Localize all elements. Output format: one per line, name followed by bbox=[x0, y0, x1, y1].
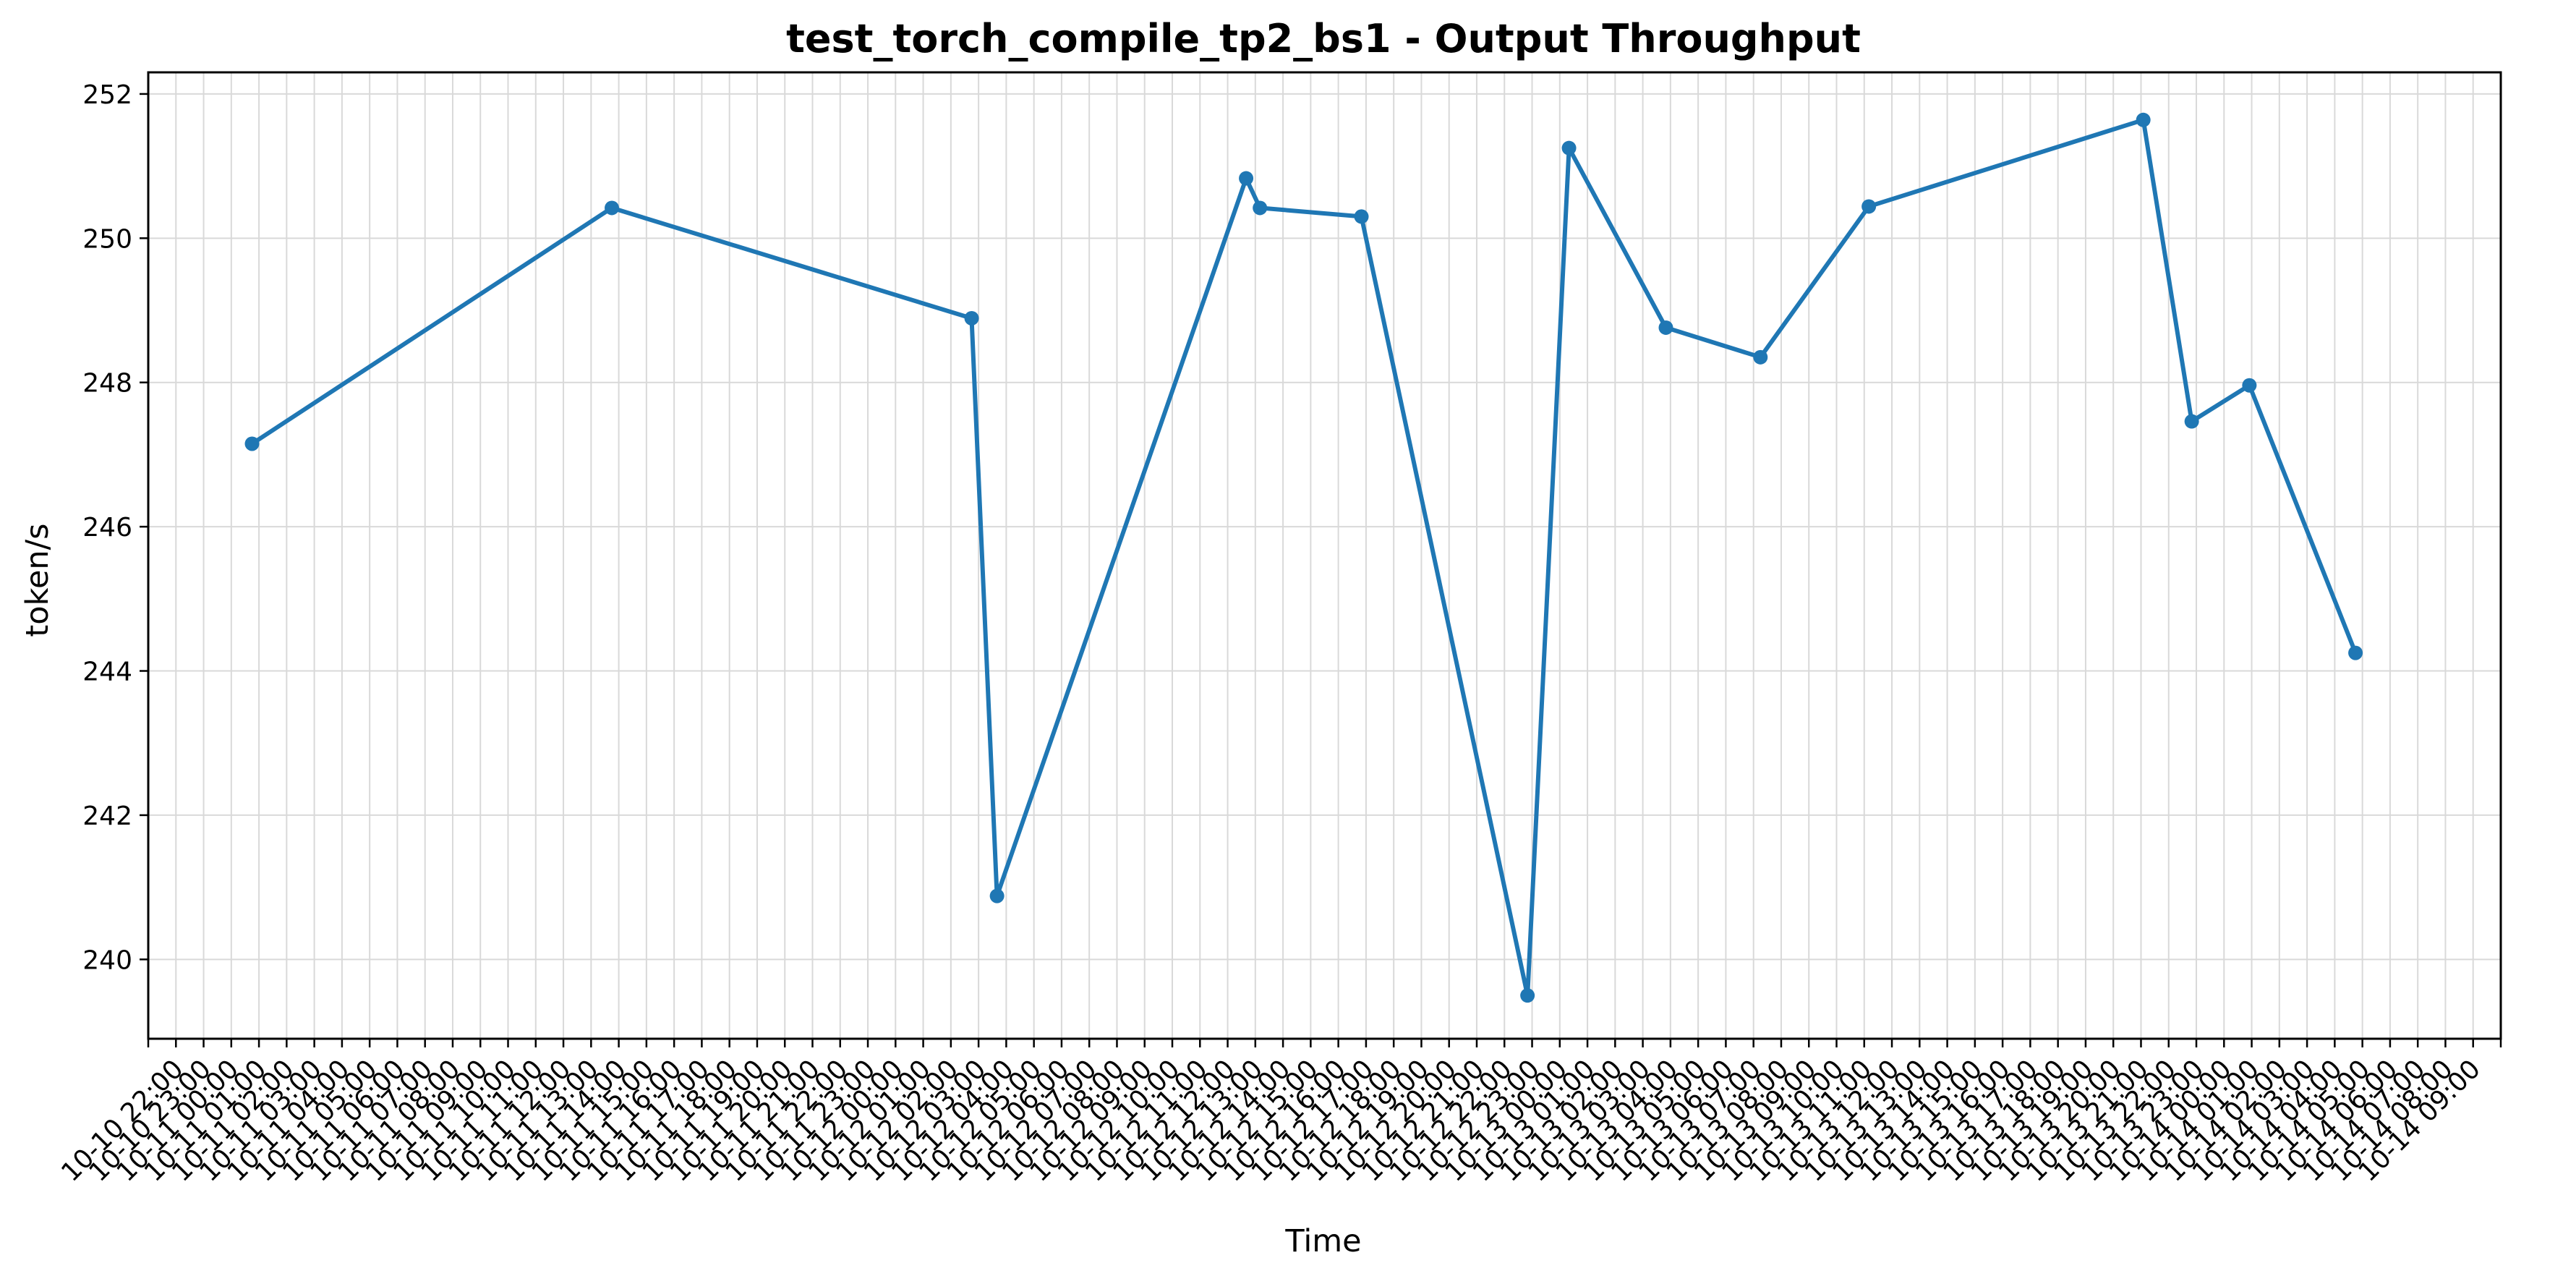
y-tick-label: 246 bbox=[82, 513, 132, 543]
plot-frame bbox=[147, 71, 2502, 1040]
data-point bbox=[1561, 140, 1577, 156]
y-tick-label: 244 bbox=[82, 658, 132, 687]
data-point bbox=[964, 310, 979, 326]
data-point bbox=[2184, 414, 2199, 429]
data-point bbox=[605, 200, 620, 216]
y-tick-label: 250 bbox=[82, 224, 132, 254]
data-point bbox=[2242, 378, 2257, 393]
data-point bbox=[1253, 200, 1268, 216]
grid bbox=[148, 72, 2502, 1039]
y-axis-label: token/s bbox=[20, 523, 56, 637]
data-point bbox=[1354, 209, 1369, 224]
y-tick-label: 242 bbox=[82, 801, 132, 831]
data-point bbox=[2136, 112, 2151, 127]
data-point bbox=[1239, 171, 1254, 186]
data-point bbox=[1861, 199, 1877, 214]
data-point bbox=[1520, 988, 1535, 1003]
data-point bbox=[2348, 645, 2363, 660]
data-point bbox=[244, 436, 260, 451]
series-line bbox=[250, 117, 2358, 998]
data-point bbox=[989, 888, 1005, 903]
chart-title: test_torch_compile_tp2_bs1 - Output Thro… bbox=[786, 16, 1861, 61]
y-tick-label: 248 bbox=[82, 369, 132, 399]
x-axis-label: Time bbox=[1284, 1223, 1361, 1259]
y-tick-label: 240 bbox=[82, 945, 132, 975]
data-point bbox=[1753, 349, 1768, 365]
y-tick-label: 252 bbox=[82, 80, 132, 110]
data-point bbox=[1658, 320, 1673, 335]
series-layer bbox=[244, 112, 2363, 1003]
y-axis-ticks: 240 242 244 246 248 250 252 bbox=[82, 80, 148, 975]
